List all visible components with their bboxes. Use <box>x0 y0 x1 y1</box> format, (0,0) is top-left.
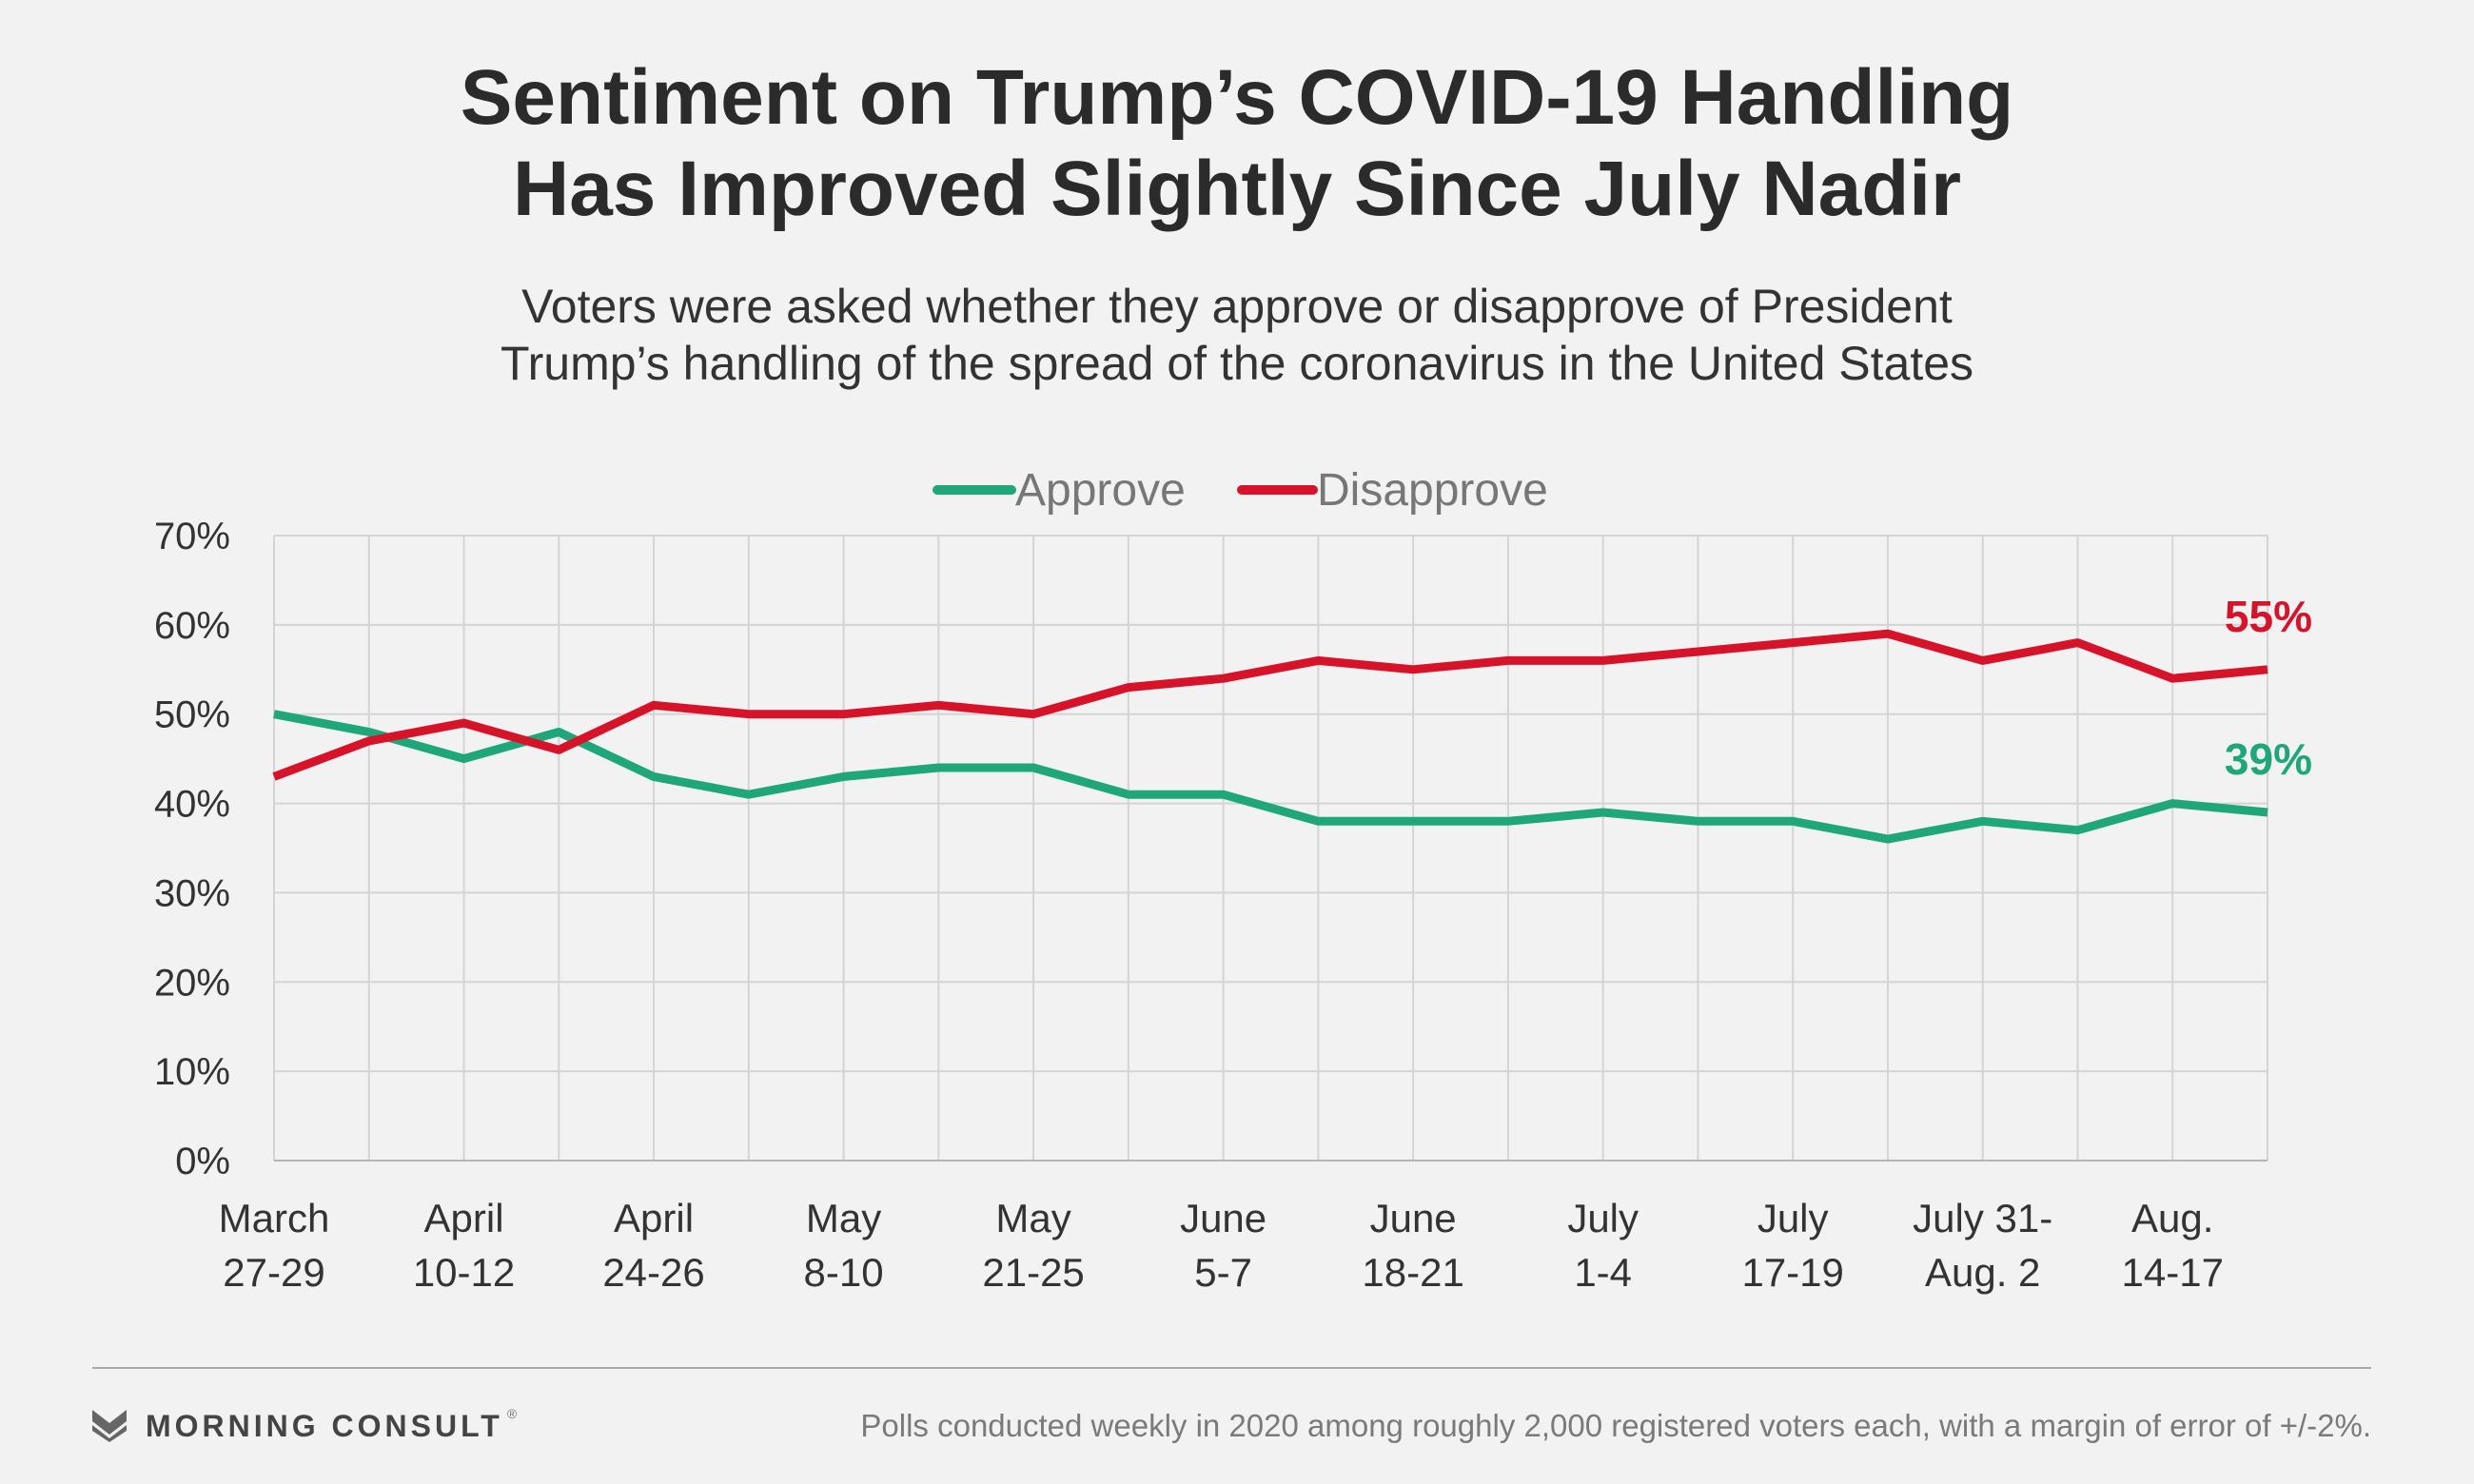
chart-subtitle-line-1: Voters were asked whether they approve o… <box>521 280 1953 333</box>
x-tick-label: 21-25 <box>982 1250 1084 1295</box>
chart-title-line-1: Sentiment on Trump’s COVID-19 Handling <box>460 54 2014 141</box>
x-tick-label: June <box>1180 1196 1266 1240</box>
chart-title: Sentiment on Trump’s COVID-19 Handling H… <box>0 52 2474 235</box>
x-tick-label: June <box>1370 1196 1457 1240</box>
y-tick-label: 10% <box>154 1051 230 1093</box>
x-tick-label: 24-26 <box>602 1250 704 1295</box>
series-line-approve <box>273 710 2268 844</box>
x-tick-label: 14-17 <box>2122 1250 2224 1295</box>
x-tick-label: 8-10 <box>804 1250 884 1295</box>
x-tick-label: July 31- <box>1913 1196 2052 1240</box>
x-tick-label: 5-7 <box>1194 1250 1252 1295</box>
x-tick-label: July <box>1567 1196 1639 1240</box>
y-tick-label: 20% <box>154 962 230 1004</box>
legend-label-approve: Approve <box>1015 465 1186 516</box>
x-tick-label: May <box>995 1196 1070 1240</box>
x-tick-label: 10-12 <box>413 1250 515 1295</box>
legend-label-disapprove: Disapprove <box>1317 465 1548 516</box>
chart-subtitle: Voters were asked whether they approve o… <box>0 278 2474 392</box>
x-tick-label: April <box>614 1196 694 1240</box>
y-tick-label: 30% <box>154 872 230 914</box>
y-tick-label: 60% <box>154 605 230 647</box>
x-tick-label: 17-19 <box>1741 1250 1843 1295</box>
x-tick-label: 1-4 <box>1574 1250 1632 1295</box>
end-label-disapprove: 55% <box>2225 592 2312 641</box>
x-tick-label: April <box>424 1196 504 1240</box>
x-tick-label: March <box>219 1196 330 1240</box>
y-tick-label: 70% <box>154 516 230 557</box>
y-tick-label: 40% <box>154 784 230 826</box>
x-tick-label: July <box>1757 1196 1829 1240</box>
x-tick-label: Aug. <box>2131 1196 2213 1240</box>
y-tick-label: 50% <box>154 694 230 736</box>
end-label-approve: 39% <box>2225 734 2312 784</box>
footnote: Polls conducted weekly in 2020 among rou… <box>860 1408 2371 1443</box>
x-tick-label: 18-21 <box>1362 1250 1463 1295</box>
x-tick-label: 27-29 <box>223 1250 324 1295</box>
brand-trademark: ® <box>506 1406 518 1421</box>
morning-consult-logo-icon <box>92 1410 127 1442</box>
line-chart: 0% 10% 20% 30% 40% 50% 60% 70% March 27-29 April 10… <box>154 465 2312 1295</box>
footer-divider <box>92 1367 2371 1369</box>
chart-subtitle-line-2: Trump’s handling of the spread of the co… <box>500 337 1974 390</box>
brand-name: MORNING CONSULT <box>146 1408 503 1443</box>
x-tick-label: May <box>806 1196 881 1240</box>
brand: MORNING CONSULT ® <box>92 1406 517 1446</box>
series-line-disapprove <box>272 629 2268 781</box>
chart-title-line-2: Has Improved Slightly Since July Nadir <box>512 146 1961 232</box>
x-tick-label: Aug. 2 <box>1925 1250 2040 1295</box>
y-tick-label: 0% <box>175 1141 230 1182</box>
